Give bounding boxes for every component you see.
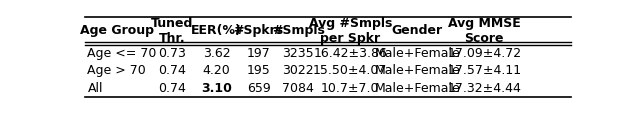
Text: Tuned
Thr.: Tuned Thr. bbox=[150, 17, 193, 45]
Text: 15.50±4.07: 15.50±4.07 bbox=[313, 64, 387, 77]
Text: Age Group: Age Group bbox=[80, 24, 154, 37]
Text: 17.09±4.72: 17.09±4.72 bbox=[447, 47, 522, 60]
Text: 3235: 3235 bbox=[282, 47, 314, 60]
Text: 3.62: 3.62 bbox=[203, 47, 230, 60]
Text: 4.20: 4.20 bbox=[202, 64, 230, 77]
Text: 7084: 7084 bbox=[282, 82, 314, 94]
Text: Male+Female: Male+Female bbox=[374, 47, 460, 60]
Text: #Spkrs: #Spkrs bbox=[234, 24, 284, 37]
Text: 3.10: 3.10 bbox=[201, 82, 232, 94]
Text: 659: 659 bbox=[246, 82, 271, 94]
Text: Male+Female: Male+Female bbox=[374, 82, 460, 94]
Text: Gender: Gender bbox=[392, 24, 443, 37]
Text: Avg MMSE
Score: Avg MMSE Score bbox=[448, 17, 520, 45]
Text: EER(%): EER(%) bbox=[191, 24, 242, 37]
Text: 17.57±4.11: 17.57±4.11 bbox=[447, 64, 522, 77]
Text: All: All bbox=[88, 82, 103, 94]
Text: 0.74: 0.74 bbox=[158, 82, 186, 94]
Text: 16.42±3.86: 16.42±3.86 bbox=[314, 47, 387, 60]
Text: Male+Female: Male+Female bbox=[374, 64, 460, 77]
Text: 17.32±4.44: 17.32±4.44 bbox=[447, 82, 521, 94]
Text: 3022: 3022 bbox=[282, 64, 314, 77]
Text: Age > 70: Age > 70 bbox=[88, 64, 146, 77]
Text: Age <= 70: Age <= 70 bbox=[88, 47, 157, 60]
Text: 0.73: 0.73 bbox=[158, 47, 186, 60]
Text: #Smpls: #Smpls bbox=[272, 24, 324, 37]
Text: 10.7±7.0: 10.7±7.0 bbox=[321, 82, 380, 94]
Text: 0.74: 0.74 bbox=[158, 64, 186, 77]
Text: 197: 197 bbox=[246, 47, 271, 60]
Text: Avg #Smpls
per Spkr: Avg #Smpls per Spkr bbox=[308, 17, 392, 45]
Text: 195: 195 bbox=[246, 64, 271, 77]
